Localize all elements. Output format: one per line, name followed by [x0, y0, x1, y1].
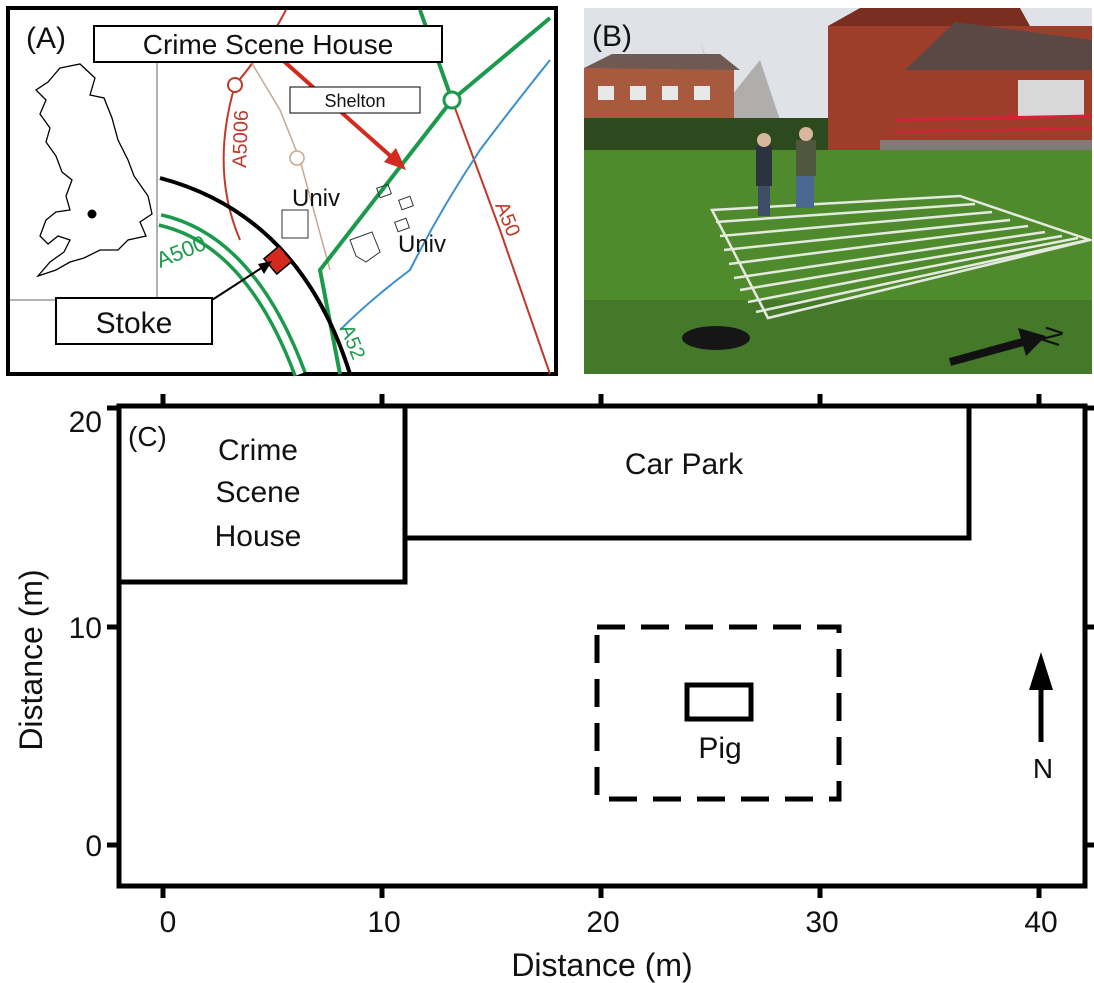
univ-label-1: Univ — [292, 185, 340, 212]
photo-equipment-bag — [682, 326, 750, 350]
panel-a-label: (A) — [26, 22, 66, 55]
panel-b-photo: N (B) — [584, 8, 1092, 374]
x-axis-label: Distance (m) — [511, 947, 692, 983]
pig-label: Pig — [698, 732, 741, 765]
y-tick-0: 0 — [85, 830, 102, 863]
panel-c-label: (C) — [128, 421, 167, 452]
panel-a-map: (A) Crime Scene House Shelton Univ Univ … — [8, 8, 556, 374]
house-label-line3: House — [215, 520, 302, 553]
photo-person-1 — [756, 146, 772, 186]
x-tick-40: 40 — [1024, 906, 1057, 939]
photo-person-2 — [796, 140, 816, 176]
y-axis-label: Distance (m) — [13, 569, 49, 750]
shelton-label: Shelton — [324, 91, 385, 111]
car-park-label: Car Park — [625, 448, 744, 481]
house-label-line1: Crime — [218, 434, 298, 467]
y-tick-20: 20 — [69, 406, 102, 439]
house-label-line2: Scene — [215, 476, 300, 509]
univ-label-2: Univ — [398, 231, 446, 258]
x-tick-30: 30 — [805, 906, 838, 939]
panel-c-site-plan: (C) Crime Scene House Car Park Pig N 0 1… — [13, 394, 1094, 983]
stoke-label: Stoke — [96, 307, 173, 340]
survey-area-dashed — [597, 627, 839, 799]
x-tick-20: 20 — [586, 906, 619, 939]
x-tick-0: 0 — [160, 906, 177, 939]
road-label-a5006: A5006 — [229, 110, 253, 169]
stoke-location-dot — [88, 210, 97, 219]
y-tick-10: 10 — [69, 612, 102, 645]
crime-scene-house-title: Crime Scene House — [143, 29, 394, 60]
x-tick-10: 10 — [367, 906, 400, 939]
panel-b-label: (B) — [592, 20, 632, 53]
north-label: N — [1033, 753, 1053, 784]
pig-burial-box — [687, 685, 751, 719]
